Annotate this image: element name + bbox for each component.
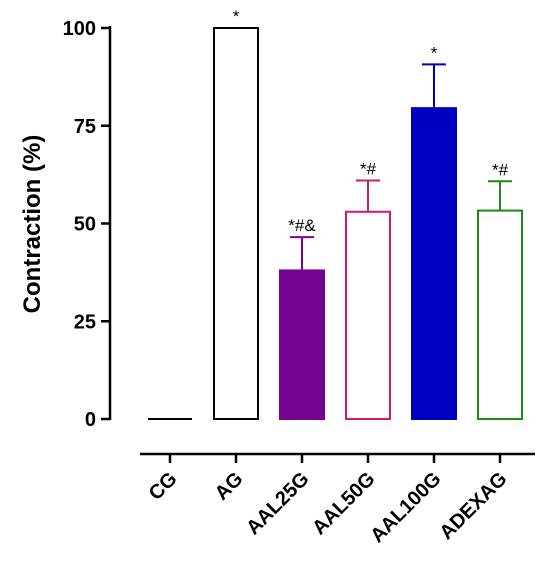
x-tick-label: ADEXAG (435, 468, 511, 544)
bar (411, 107, 457, 420)
y-axis-label: Contraction (%) (19, 135, 46, 314)
significance-annotation: * (431, 43, 438, 62)
y-tick-label: 100 (63, 18, 96, 40)
bar (279, 269, 325, 421)
x-tick-label: CG (145, 468, 182, 505)
bar (345, 210, 391, 420)
bar (213, 27, 259, 420)
y-tick-label: 75 (74, 116, 96, 138)
x-tick-label: AAL100G (366, 468, 445, 547)
x-tick-label: AAL25G (242, 468, 313, 539)
significance-annotation: *# (492, 160, 509, 179)
annotations-group: * *#& *# * *# (233, 7, 509, 235)
significance-annotation: *#& (288, 216, 316, 235)
bar (477, 209, 523, 420)
axes: 0 25 50 75 100 (63, 18, 535, 463)
error-bars-group (290, 63, 512, 271)
y-tick-label: 0 (85, 409, 96, 431)
y-tick-label: 50 (74, 214, 96, 236)
significance-annotation: *# (360, 159, 377, 178)
x-tick-label: AG (211, 468, 248, 505)
y-tick-label: 25 (74, 311, 96, 333)
significance-annotation: * (233, 7, 240, 26)
bars-group (148, 27, 523, 421)
